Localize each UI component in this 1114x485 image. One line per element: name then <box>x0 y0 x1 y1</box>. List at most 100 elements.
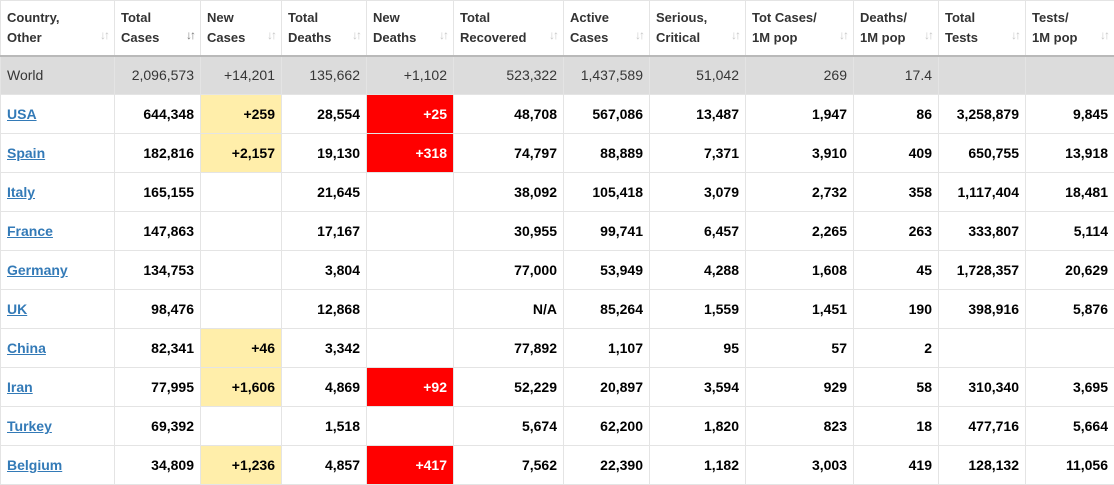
cell-total-recovered: N/A <box>454 290 564 329</box>
header-label-line1: Country, <box>7 8 108 28</box>
cell-total-tests <box>939 56 1026 95</box>
header-deaths-per-1m[interactable]: Deaths/1M pop↓↑ <box>854 1 939 56</box>
sort-arrows-icon[interactable]: ↓↑ <box>1100 25 1108 45</box>
country-link[interactable]: Turkey <box>7 418 52 434</box>
cell-new-deaths <box>367 212 454 251</box>
country-link[interactable]: Iran <box>7 379 33 395</box>
header-label-line1: Serious, <box>656 8 739 28</box>
cell-serious-critical: 7,371 <box>650 134 746 173</box>
country-link[interactable]: UK <box>7 301 27 317</box>
cell-total-cases: 165,155 <box>115 173 201 212</box>
header-tests-per-1m[interactable]: Tests/1M pop↓↑ <box>1026 1 1114 56</box>
cell-tests-per-1m: 5,114 <box>1026 212 1114 251</box>
sort-arrows-icon[interactable]: ↓↑ <box>100 25 108 45</box>
header-tot-cases-per-1m[interactable]: Tot Cases/1M pop↓↑ <box>746 1 854 56</box>
sort-arrows-icon[interactable]: ↓↑ <box>924 25 932 45</box>
sort-arrows-icon[interactable]: ↓↑ <box>352 25 360 45</box>
country-link[interactable]: Germany <box>7 262 68 278</box>
cell-new-cases <box>201 212 282 251</box>
country-link[interactable]: Spain <box>7 145 45 161</box>
sort-arrows-icon[interactable]: ↓↑ <box>439 25 447 45</box>
cell-tot-cases-per-1m: 57 <box>746 329 854 368</box>
cell-total-recovered: 30,955 <box>454 212 564 251</box>
cell-new-cases <box>201 407 282 446</box>
sort-arrows-icon[interactable]: ↓↑ <box>731 25 739 45</box>
header-label-line1: Tests/ <box>1032 8 1108 28</box>
cell-new-cases <box>201 251 282 290</box>
sort-arrows-icon[interactable]: ↓↑ <box>635 25 643 45</box>
cell-deaths-per-1m: 2 <box>854 329 939 368</box>
cell-tests-per-1m: 5,876 <box>1026 290 1114 329</box>
cell-total-cases: 2,096,573 <box>115 56 201 95</box>
cell-active-cases: 99,741 <box>564 212 650 251</box>
cell-tot-cases-per-1m: 1,451 <box>746 290 854 329</box>
cell-new-cases <box>201 173 282 212</box>
country-link[interactable]: Belgium <box>7 457 62 473</box>
cell-tot-cases-per-1m: 1,947 <box>746 95 854 134</box>
header-label-line1: New <box>373 8 447 28</box>
cell-new-deaths <box>367 290 454 329</box>
cell-total-tests: 1,117,404 <box>939 173 1026 212</box>
cell-active-cases: 105,418 <box>564 173 650 212</box>
country-link[interactable]: USA <box>7 106 37 122</box>
cell-serious-critical: 1,559 <box>650 290 746 329</box>
cell-active-cases: 88,889 <box>564 134 650 173</box>
cell-deaths-per-1m: 86 <box>854 95 939 134</box>
cell-total-tests: 477,716 <box>939 407 1026 446</box>
cell-country: France <box>1 212 115 251</box>
header-label-line2: Cases <box>570 28 643 48</box>
country-link[interactable]: China <box>7 340 46 356</box>
cell-new-cases: +46 <box>201 329 282 368</box>
cell-total-recovered: 77,892 <box>454 329 564 368</box>
cell-tot-cases-per-1m: 2,732 <box>746 173 854 212</box>
sort-arrows-icon[interactable]: ↓↑ <box>839 25 847 45</box>
cell-tests-per-1m: 13,918 <box>1026 134 1114 173</box>
cell-total-tests: 650,755 <box>939 134 1026 173</box>
cell-total-deaths: 135,662 <box>282 56 367 95</box>
cell-new-cases: +2,157 <box>201 134 282 173</box>
header-label-line1: Total <box>288 8 360 28</box>
header-label-line2: Critical <box>656 28 739 48</box>
cell-active-cases: 62,200 <box>564 407 650 446</box>
header-label-line2: Deaths <box>373 28 447 48</box>
sort-arrows-icon[interactable]: ↓↑ <box>1011 25 1019 45</box>
cell-country: UK <box>1 290 115 329</box>
cell-new-deaths: +92 <box>367 368 454 407</box>
sort-arrows-icon[interactable]: ↓↑ <box>267 25 275 45</box>
cell-new-cases: +14,201 <box>201 56 282 95</box>
cell-total-cases: 147,863 <box>115 212 201 251</box>
sort-arrows-icon[interactable]: ↓↑ <box>186 25 194 45</box>
header-country[interactable]: Country,Other↓↑ <box>1 1 115 56</box>
country-link[interactable]: Italy <box>7 184 35 200</box>
cell-new-deaths: +25 <box>367 95 454 134</box>
cell-total-cases: 134,753 <box>115 251 201 290</box>
cell-total-recovered: 52,229 <box>454 368 564 407</box>
cell-total-cases: 82,341 <box>115 329 201 368</box>
cell-serious-critical: 95 <box>650 329 746 368</box>
cell-deaths-per-1m: 45 <box>854 251 939 290</box>
header-serious-critical[interactable]: Serious,Critical↓↑ <box>650 1 746 56</box>
cell-tests-per-1m <box>1026 329 1114 368</box>
cell-total-tests: 333,807 <box>939 212 1026 251</box>
sort-arrows-icon[interactable]: ↓↑ <box>549 25 557 45</box>
cell-tests-per-1m: 5,664 <box>1026 407 1114 446</box>
cell-deaths-per-1m: 18 <box>854 407 939 446</box>
cell-total-recovered: 77,000 <box>454 251 564 290</box>
header-label-line2: Other <box>7 28 108 48</box>
country-link[interactable]: France <box>7 223 53 239</box>
cell-new-deaths <box>367 251 454 290</box>
